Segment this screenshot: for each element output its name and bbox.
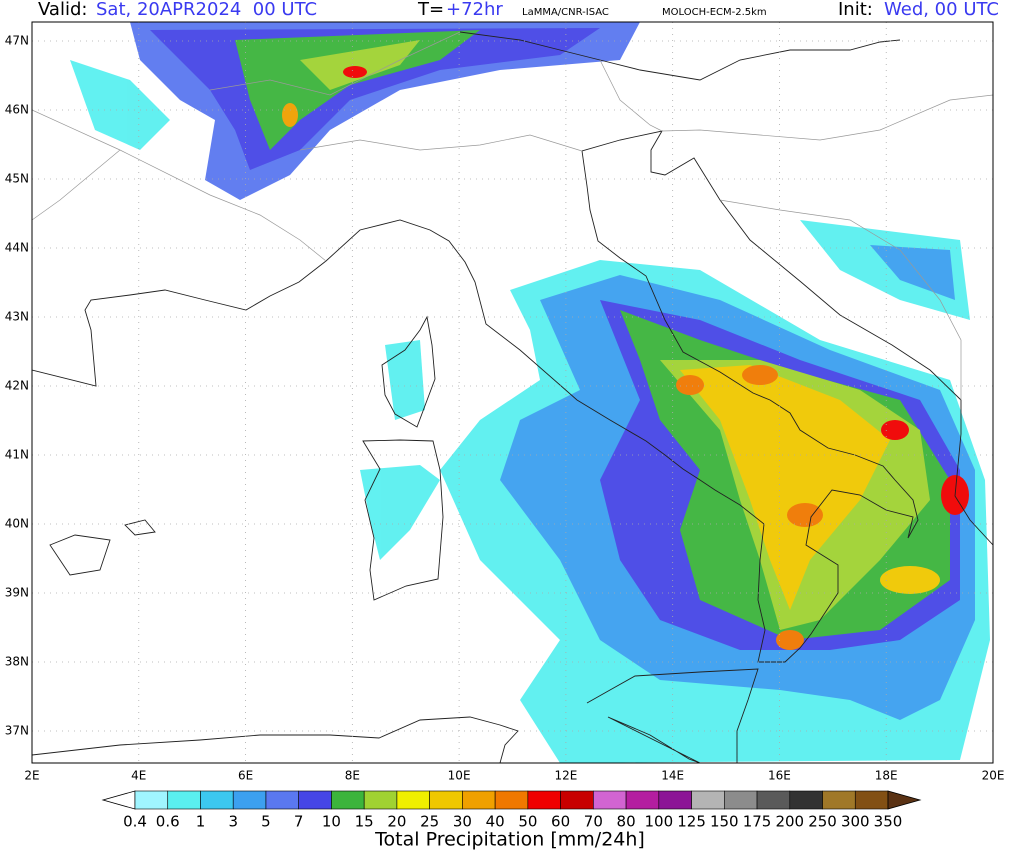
lat-label: 39N <box>5 586 29 600</box>
colorbar-segment <box>854 790 889 810</box>
colorbar-level-label: 200 <box>775 813 804 831</box>
model: MOLOCH-ECM-2.5km <box>662 7 767 18</box>
colorbar-level-label: 175 <box>743 813 772 831</box>
valid-value: Sat, 20APR2024 00 UTC <box>96 0 317 20</box>
colorbar-level-label: 1 <box>196 813 206 831</box>
colorbar-segment <box>691 790 725 810</box>
lat-label: 47N <box>5 34 29 48</box>
precipitation <box>70 22 990 763</box>
colorbar-level-label: 3 <box>228 813 238 831</box>
lon-label: 6E <box>238 769 253 783</box>
lon-label: 12E <box>554 769 577 783</box>
colorbar-level-label: 7 <box>294 813 304 831</box>
colorbar-level-label: 0.6 <box>156 813 180 831</box>
lat-label: 43N <box>5 310 29 324</box>
colorbar-level-label: 50 <box>518 813 537 831</box>
lead-value: +72hr <box>446 0 503 20</box>
colorbar-segment <box>756 790 791 810</box>
colorbar-segment <box>134 790 169 810</box>
colorbar-level-label: 10 <box>322 813 341 831</box>
lat-label: 37N <box>5 724 29 738</box>
colorbar-level-label: 60 <box>551 813 570 831</box>
map-frame <box>31 21 994 764</box>
lat-label: 38N <box>5 655 29 669</box>
lon-label: 14E <box>661 769 684 783</box>
colorbar-level-label: 350 <box>874 813 903 831</box>
lat-label: 41N <box>5 448 29 462</box>
colorbar-level-label: 15 <box>355 813 374 831</box>
graticule <box>32 22 993 763</box>
colorbar-segment <box>396 790 430 810</box>
colorbar-level-label: 5 <box>261 813 271 831</box>
colorbar-level-label: 30 <box>453 813 472 831</box>
header: Valid: Sat, 20APR2024 00 UTC T= +72hr La… <box>38 0 999 20</box>
colorbar-segment <box>625 790 660 810</box>
colorbar-title: Total Precipitation [mm/24h] <box>374 829 645 850</box>
colorbar-segment <box>232 790 267 810</box>
colorbar-level-label: 70 <box>584 813 603 831</box>
colorbar-level-label: 25 <box>420 813 439 831</box>
borders <box>32 31 993 400</box>
axes: 47N 46N 45N 44N 43N 42N 41N 40N 39N 38N 37N 2E 4E 6E 8… <box>5 34 1005 783</box>
lon-label: 20E <box>982 769 1005 783</box>
lat-label: 46N <box>5 103 29 117</box>
colorbar-segment <box>265 790 299 810</box>
lon-label: 18E <box>875 769 898 783</box>
colorbar-segment <box>200 790 234 810</box>
colorbar-arrow-high <box>887 790 922 810</box>
lat-label: 40N <box>5 517 29 531</box>
lon-label: 16E <box>768 769 791 783</box>
colorbar-level-label: 100 <box>645 813 674 831</box>
colorbar-segment <box>331 790 365 810</box>
colorbar-segment <box>527 790 561 810</box>
coastlines <box>32 31 993 763</box>
colorbar-segment <box>593 790 627 810</box>
valid-label: Valid: <box>38 0 87 20</box>
colorbar-segment <box>822 790 856 810</box>
map <box>32 22 993 763</box>
colorbar-segment <box>658 790 692 810</box>
colorbar-level-label: 20 <box>387 813 406 831</box>
lon-label: 8E <box>345 769 360 783</box>
colorbar-segment <box>494 790 529 810</box>
colorbar-level-label: 250 <box>808 813 837 831</box>
lon-label: 4E <box>131 769 146 783</box>
colorbar-level-label: 125 <box>677 813 706 831</box>
colorbar-segment <box>462 790 496 810</box>
lon-label: 2E <box>24 769 39 783</box>
colorbar-segment <box>724 790 758 810</box>
colorbar: 0.4 0.6 1 3 5 7 10 15 20 25 30 40 50 60 70 80 100 125 150 1… <box>101 790 922 831</box>
lat-label: 45N <box>5 172 29 186</box>
colorbar-level-label: 0.4 <box>123 813 147 831</box>
colorbar-level-label: 300 <box>841 813 870 831</box>
init-label: Init: <box>838 0 873 20</box>
colorbar-segment <box>363 790 398 810</box>
lat-label: 42N <box>5 379 29 393</box>
lat-label: 44N <box>5 241 29 255</box>
init-value: Wed, 00 UTC <box>884 0 999 20</box>
colorbar-segment <box>429 790 463 810</box>
colorbar-level-label: 80 <box>617 813 636 831</box>
colorbar-segment <box>298 790 332 810</box>
colorbar-arrow-low <box>101 790 136 810</box>
colorbar-segment <box>789 790 823 810</box>
source: LaMMA/CNR-ISAC <box>522 7 609 18</box>
colorbar-segment <box>560 790 594 810</box>
lon-label: 10E <box>448 769 471 783</box>
colorbar-level-label: 40 <box>486 813 505 831</box>
colorbar-level-label: 150 <box>710 813 739 831</box>
colorbar-segment <box>167 790 201 810</box>
lead-label: T= <box>417 0 444 20</box>
